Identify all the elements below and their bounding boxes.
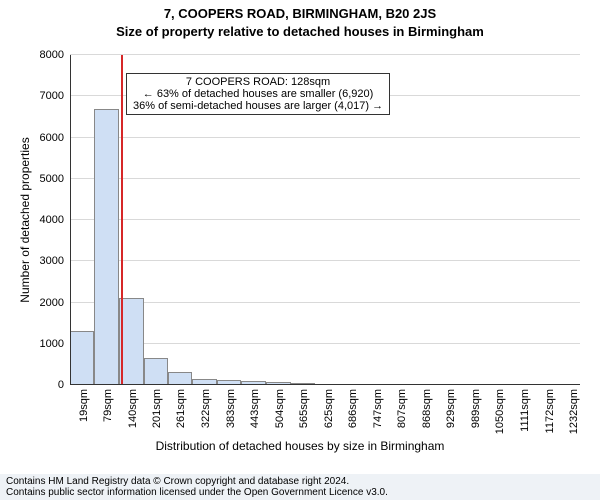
y-tick: 3000 <box>40 255 64 267</box>
annotation-line3: 36% of semi-detached houses are larger (… <box>133 100 383 112</box>
y-tick: 5000 <box>40 173 64 185</box>
annotation-box: 7 COOPERS ROAD: 128sqm← 63% of detached … <box>126 73 390 115</box>
x-tick: 383sqm <box>225 389 237 428</box>
x-tick: 1050sqm <box>494 389 506 434</box>
gridline <box>70 178 580 179</box>
annotation-line2: ← 63% of detached houses are smaller (6,… <box>133 88 383 100</box>
attribution-footer: Contains HM Land Registry data © Crown c… <box>0 474 600 500</box>
gridline <box>70 54 580 55</box>
x-tick: 989sqm <box>470 389 482 428</box>
x-tick: 929sqm <box>445 389 457 428</box>
histogram-bar <box>94 109 119 385</box>
x-tick: 140sqm <box>127 389 139 428</box>
page-title-line2: Size of property relative to detached ho… <box>0 24 600 39</box>
gridline <box>70 302 580 303</box>
histogram-bar <box>70 331 94 385</box>
y-tick: 4000 <box>40 214 64 226</box>
y-tick: 8000 <box>40 49 64 61</box>
x-axis-label: Distribution of detached houses by size … <box>0 439 600 453</box>
x-tick: 686sqm <box>347 389 359 428</box>
gridline <box>70 219 580 220</box>
x-tick: 443sqm <box>249 389 261 428</box>
gridline <box>70 343 580 344</box>
y-tick: 1000 <box>40 338 64 350</box>
y-axis-line <box>70 55 71 385</box>
footer-line2: Contains public sector information licen… <box>6 487 594 498</box>
x-tick: 79sqm <box>102 389 114 422</box>
footer-line1: Contains HM Land Registry data © Crown c… <box>6 476 594 487</box>
y-axis-label: Number of detached properties <box>18 55 32 385</box>
x-tick: 868sqm <box>421 389 433 428</box>
page-title-line1: 7, COOPERS ROAD, BIRMINGHAM, B20 2JS <box>0 6 600 21</box>
x-tick: 565sqm <box>298 389 310 428</box>
histogram-chart: 01000200030004000500060007000800019sqm79… <box>70 55 580 385</box>
y-tick: 2000 <box>40 297 64 309</box>
gridline <box>70 137 580 138</box>
histogram-bar <box>144 358 168 385</box>
y-tick: 0 <box>58 379 64 391</box>
x-tick: 261sqm <box>175 389 187 428</box>
x-tick: 19sqm <box>78 389 90 422</box>
y-tick: 6000 <box>40 132 64 144</box>
x-tick: 747sqm <box>372 389 384 428</box>
x-tick: 807sqm <box>396 389 408 428</box>
annotation-line1: 7 COOPERS ROAD: 128sqm <box>133 76 383 88</box>
x-tick: 1232sqm <box>568 389 580 434</box>
x-tick: 1172sqm <box>544 389 556 433</box>
x-tick: 1111sqm <box>519 389 531 432</box>
marker-line <box>121 55 123 385</box>
x-tick: 504sqm <box>274 389 286 428</box>
y-tick: 7000 <box>40 90 64 102</box>
x-tick: 201sqm <box>151 389 163 428</box>
x-tick: 625sqm <box>323 389 335 428</box>
x-axis-line <box>70 384 580 385</box>
x-tick: 322sqm <box>200 389 212 428</box>
gridline <box>70 260 580 261</box>
